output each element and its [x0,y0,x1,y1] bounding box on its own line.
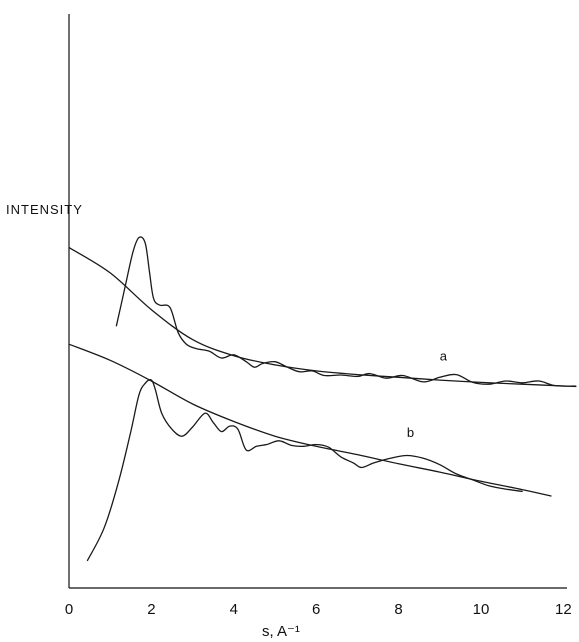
series-labels: ab [407,348,448,440]
x-tick-label: 6 [312,601,320,618]
series-label-a: a [440,348,448,363]
series-b-experimental-line [86,379,523,562]
series-a-smooth-line [68,246,577,388]
x-tick-label: 12 [555,601,572,618]
series-label-b: b [407,425,415,440]
series-group [68,236,577,562]
x-tick-label: 10 [473,601,490,618]
x-tick-label: 2 [147,601,155,618]
x-tick-label: 8 [394,601,402,618]
series-a-experimental-line [115,236,577,387]
series-b-smooth-line [68,343,552,497]
x-axis-ticks: 0 2 4 6 8 10 12 [65,601,572,618]
x-axis-label: s, A⁻¹ [262,623,300,640]
y-axis-label: INTENSITY [6,202,83,217]
x-tick-label: 0 [65,601,73,618]
x-tick-label: 4 [230,601,238,618]
